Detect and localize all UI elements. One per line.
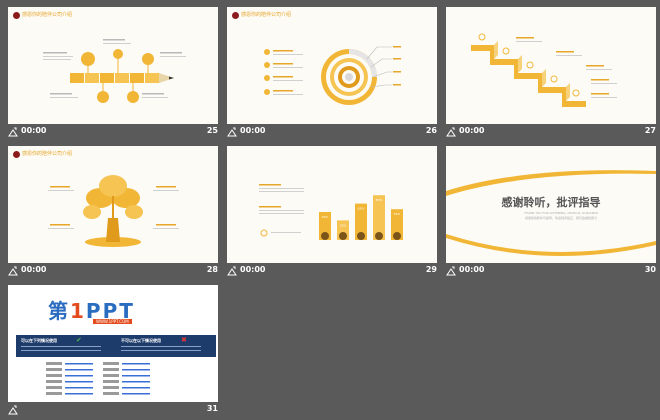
swoosh-decoration (446, 170, 656, 256)
bar-icon-4 (375, 232, 383, 240)
bar-1 (319, 212, 331, 240)
transition-star-icon[interactable] (446, 127, 456, 137)
slide-canvas: 感恩你的陪伴公司介绍 (8, 7, 218, 124)
bar-infographic: 50% 35% 65% 80% 55% (259, 184, 403, 240)
usage-text-block (46, 362, 150, 395)
pencil-infographic (43, 39, 186, 103)
banner-left: 可以在下列情况使用 (21, 338, 57, 343)
banner-right: 不可以在以下情况使用 (121, 338, 161, 343)
slide-canvas: 感恩你的陪伴公司介绍 (8, 146, 218, 263)
slide-number: 31 (206, 404, 218, 413)
bar-4 (373, 195, 385, 240)
thanks-subtitle-en: THANK YOU FOR LISTENING, CRITICAL GUIDAN… (524, 211, 598, 215)
slide-duration: 00:00 (459, 265, 485, 274)
slide-number: 27 (644, 126, 656, 135)
slide-canvas: 感谢聆听，批评指导 THANK YOU FOR LISTENING, CRITI… (446, 146, 656, 263)
bar-icon-5 (393, 232, 401, 240)
slide-header-text: 感恩你的陪伴公司介绍 (241, 12, 292, 18)
slide-canvas (446, 7, 656, 124)
check-icon: ✔ (76, 336, 82, 344)
slide-header-text: 感恩你的陪伴公司介绍 (22, 151, 73, 157)
transition-star-icon[interactable] (8, 266, 18, 276)
slide-meta: 31 (8, 404, 218, 420)
thanks-title: 感谢聆听，批评指导 (501, 196, 601, 209)
bar-icon-2 (339, 232, 347, 240)
slide-canvas: 第1PPT WWW.1PPT.COM 可以在下列情况使用 ✔ 不可以在以下情况使… (8, 285, 218, 402)
bar-label-4: 80% (376, 198, 383, 202)
header-dot (13, 151, 20, 158)
slide-header-text: 感恩你的陪伴公司介绍 (22, 12, 73, 18)
bar-3 (355, 203, 367, 240)
bar-5 (391, 209, 403, 240)
slide-meta: 00:00 30 (446, 265, 656, 281)
slide-number: 29 (425, 265, 437, 274)
transition-star-icon[interactable] (227, 266, 237, 276)
slide-duration: 00:00 (21, 265, 47, 274)
slide-number: 28 (206, 265, 218, 274)
concentric-circle-infographic (264, 46, 401, 105)
transition-star-icon[interactable] (8, 405, 18, 415)
slide-duration: 00:00 (459, 126, 485, 135)
bar-label-1: 50% (322, 215, 329, 219)
slide-meta: 00:00 26 (227, 126, 437, 142)
header-dot (13, 12, 20, 19)
bar-label-2: 35% (340, 223, 347, 227)
slide-canvas: 50% 35% 65% 80% 55% (227, 146, 437, 263)
slide-meta: 00:00 25 (8, 126, 218, 142)
slide-duration: 00:00 (21, 126, 47, 135)
logo-digit: 1 (70, 299, 86, 323)
thanks-subtitle-cn: 感谢您的聆听与指导，欢迎批评指正，我们会继续努力 (524, 216, 597, 220)
slide-number: 30 (644, 265, 656, 274)
logo-url: WWW.1PPT.COM (93, 319, 132, 324)
slide-meta: 00:00 28 (8, 265, 218, 281)
logo-prefix: 第 (48, 299, 70, 323)
staircase-infographic (471, 33, 617, 107)
slide-duration: 00:00 (240, 126, 266, 135)
slide-number: 25 (206, 126, 218, 135)
slide-canvas: 感恩你的陪伴公司介绍 (227, 7, 437, 124)
header-dot (232, 12, 239, 19)
bar-label-5: 55% (394, 212, 401, 216)
slide-meta: 00:00 27 (446, 126, 656, 142)
bar-label-3: 65% (358, 207, 365, 211)
bar-icon-1 (321, 232, 329, 240)
transition-star-icon[interactable] (227, 127, 237, 137)
slide-meta: 00:00 29 (227, 265, 437, 281)
tree-hand-infographic (48, 175, 179, 247)
bar-icon-3 (357, 232, 365, 240)
transition-star-icon[interactable] (446, 266, 456, 276)
cross-icon: ✖ (181, 336, 187, 344)
usage-banner: 可以在下列情况使用 ✔ 不可以在以下情况使用 ✖ (16, 335, 216, 357)
slide-duration: 00:00 (240, 265, 266, 274)
transition-star-icon[interactable] (8, 127, 18, 137)
slide-number: 26 (425, 126, 437, 135)
